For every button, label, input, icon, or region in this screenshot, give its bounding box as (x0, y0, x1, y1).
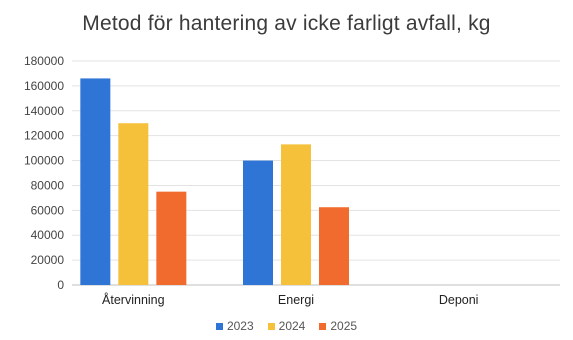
bar-2023-0 (80, 78, 111, 285)
legend-swatch (215, 322, 223, 330)
gridlines (72, 60, 560, 286)
y-tick-label: 60000 (31, 203, 65, 217)
legend-label: 2024 (278, 319, 306, 333)
category-label: Deponi (439, 293, 479, 307)
legend: 2023 2024 2025 (0, 319, 573, 333)
category-label: Återvinning (102, 292, 165, 307)
bar-2025-0 (156, 191, 187, 285)
y-tick-label: 20000 (31, 253, 65, 267)
bars (80, 78, 349, 285)
y-tick-label: 160000 (24, 79, 64, 93)
bar-2025-1 (319, 207, 349, 285)
bar-2024-0 (118, 123, 149, 285)
legend-swatch (319, 322, 327, 330)
y-tick-label: 140000 (24, 104, 64, 118)
y-tick-label: 100000 (24, 154, 64, 168)
bar-2023-1 (243, 160, 273, 285)
x-axis-categories: Återvinning Energi Deponi (102, 292, 478, 307)
chart-plot: 0 20000 40000 60000 80000 100000 120000 140000 1… (24, 54, 560, 307)
chart-title: Metod för hantering av icke farligt avfa… (82, 12, 491, 35)
bar-2024-1 (281, 144, 311, 285)
y-tick-label: 80000 (31, 178, 65, 192)
y-tick-label: 120000 (24, 129, 64, 143)
y-tick-label: 0 (57, 278, 64, 292)
y-axis-ticks: 0 20000 40000 60000 80000 100000 120000 140000 1… (24, 54, 64, 292)
y-tick-label: 40000 (31, 228, 65, 242)
legend-item-2024: 2024 (267, 319, 306, 333)
legend-label: 2025 (330, 319, 358, 333)
legend-item-2023: 2023 (215, 319, 254, 333)
legend-item-2025: 2025 (319, 319, 357, 333)
legend-label: 2023 (226, 319, 254, 333)
y-tick-label: 180000 (24, 54, 64, 68)
category-label: Energi (278, 293, 314, 307)
legend-swatch (267, 322, 275, 330)
